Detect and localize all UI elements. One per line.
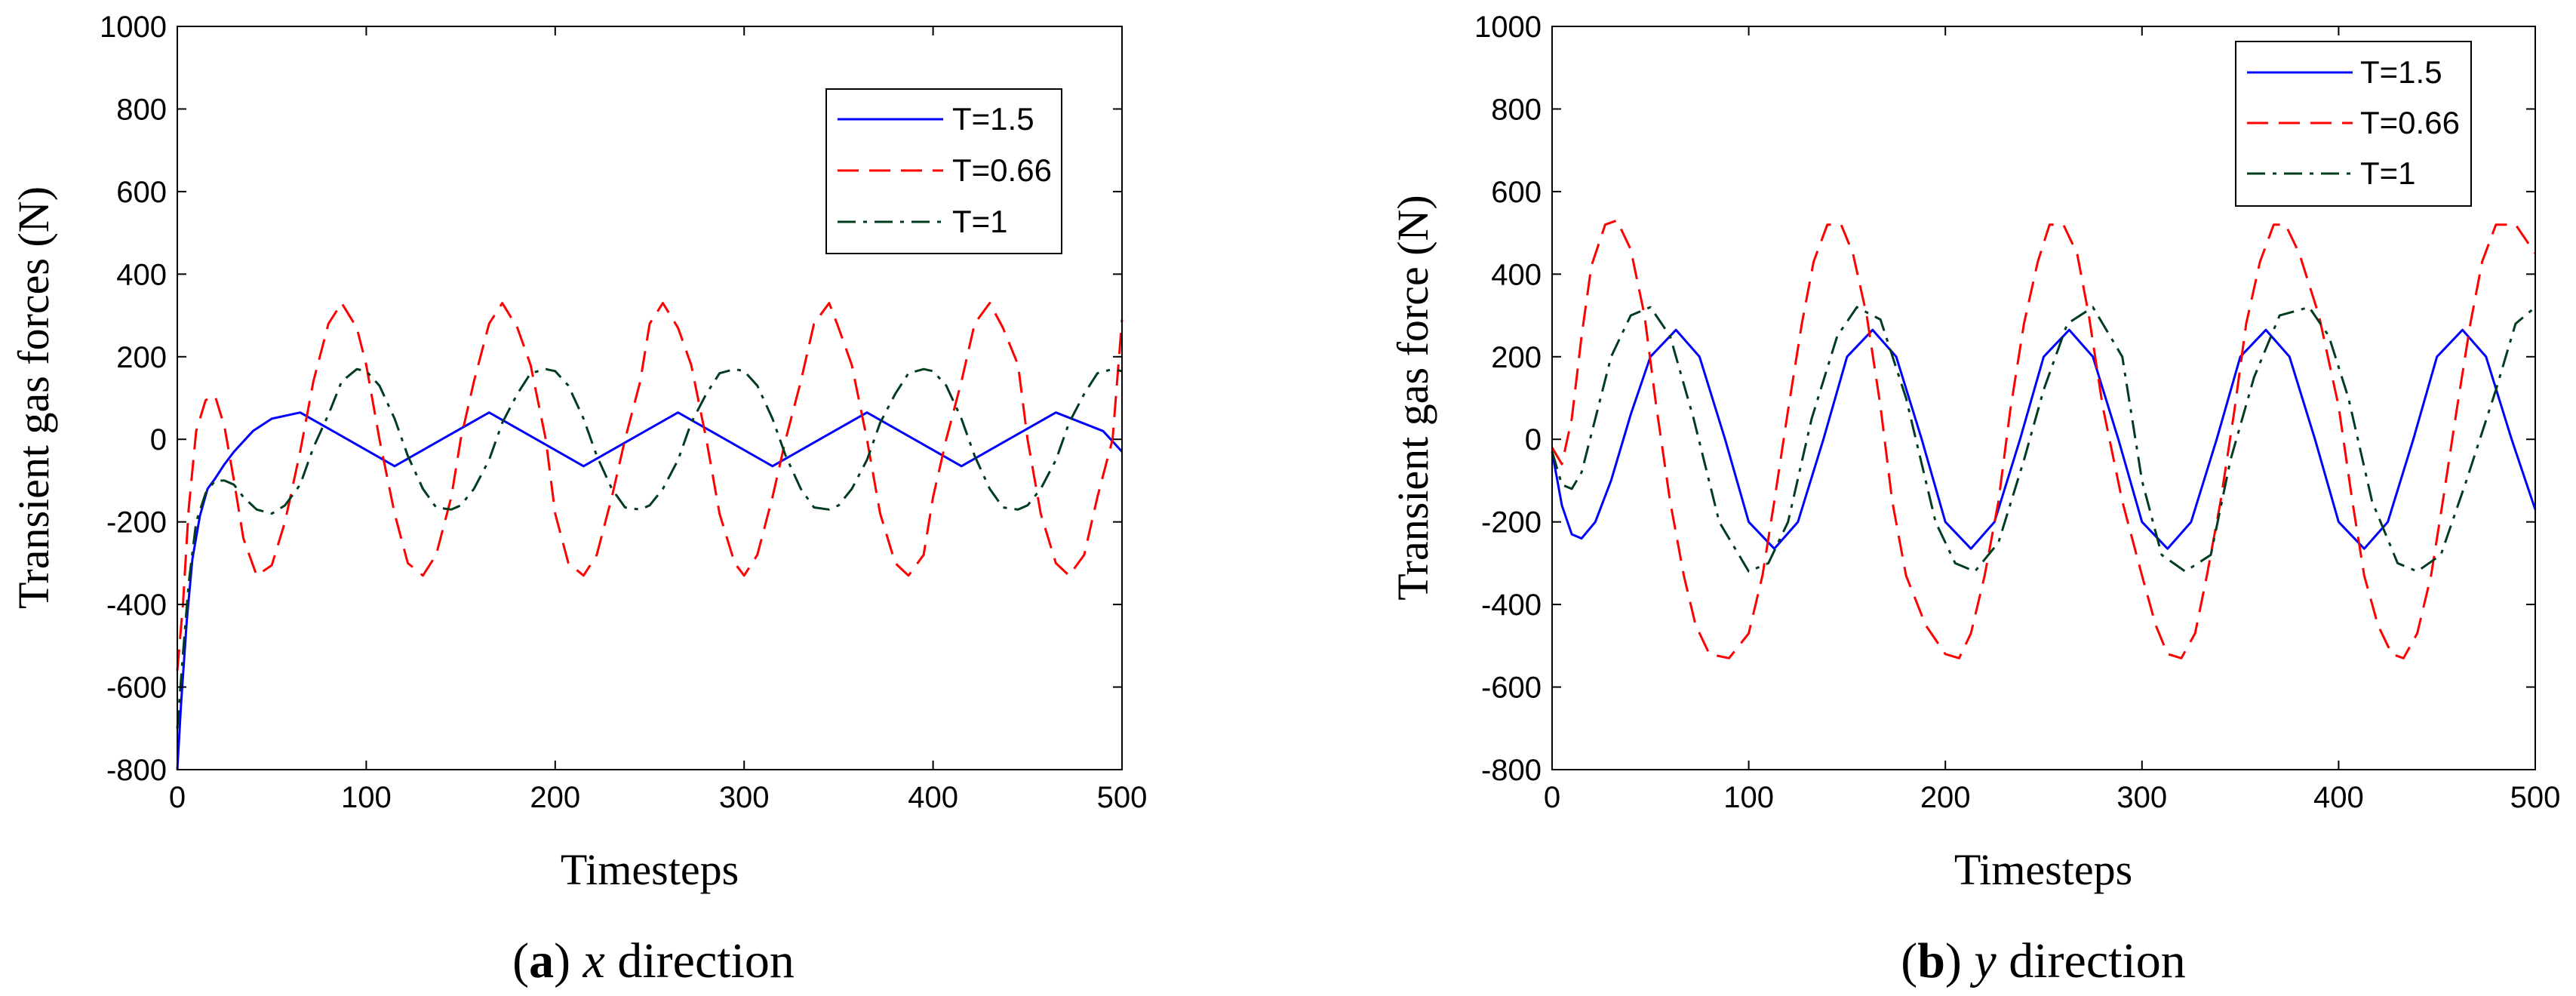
panel-b-x-tick-label: 500 [2510, 781, 2561, 814]
figure: 0 100 200 300 400 500 -800 -600 -400 -200 0 200 400 6… [0, 0, 2576, 996]
panel-a-x-tick-label: 200 [530, 781, 580, 814]
panel-b-y-tick-label: -200 [1481, 506, 1542, 540]
panel-a-y-tick-label: -600 [106, 672, 167, 705]
panel-a-y-tick-label: 800 [116, 93, 167, 126]
panel-a-x-tick-label: 100 [341, 781, 392, 814]
panel-a-y-tick-label: -200 [106, 506, 167, 540]
panel-b-y-tick-label: 400 [1491, 258, 1542, 291]
panel-a-y-tick-label: 600 [116, 176, 167, 209]
panel-a-y-axis-label: Transient gas forces (N) [9, 186, 58, 609]
panel-b-y-tick-label: 200 [1491, 341, 1542, 374]
panel-b-x-tick-label: 400 [2313, 781, 2364, 814]
panel-a-legend-label-t15: T=1.5 [952, 101, 1034, 137]
panel-a-y-tick-label: 400 [116, 258, 167, 291]
panel-a-y-tick-label: 1000 [100, 11, 167, 44]
panel-b-y-tick-label: 1000 [1474, 11, 1542, 44]
panel-b-x-tick-label: 300 [2116, 781, 2167, 814]
panel-b-legend-label-t15: T=1.5 [2360, 54, 2442, 90]
panel-b-x-tick-label: 100 [1723, 781, 1774, 814]
panel-a-y-tick-label: 0 [150, 423, 167, 456]
panel-a-x-tick-label: 400 [908, 781, 958, 814]
panel-b-caption: (b) y direction [1901, 933, 2186, 988]
panel-a-x-axis-label: Timesteps [561, 845, 739, 894]
panel-a-legend: T=1.5 T=0.66 T=1 [826, 89, 1062, 254]
panel-a-caption: (a) x direction [512, 933, 795, 988]
panel-a-y-tick-label: 200 [116, 341, 167, 374]
panel-b-x-tick-label: 200 [1920, 781, 1971, 814]
panel-b-legend-label-t1: T=1 [2360, 155, 2416, 191]
panel-a-legend-label-t066: T=0.66 [952, 152, 1052, 188]
panel-b-y-axis-label: Transient gas force (N) [1388, 195, 1437, 600]
panel-b-y-tick-label: -400 [1481, 589, 1542, 622]
panel-a-y-tick-label: -400 [106, 589, 167, 622]
panel-a-x-tick-label: 0 [169, 781, 186, 814]
panel-b-y-tick-label: -600 [1481, 672, 1542, 705]
panel-b-legend: T=1.5 T=0.66 T=1 [2236, 42, 2471, 206]
panel-b-y-tick-label: -800 [1481, 754, 1542, 787]
panel-b-legend-label-t066: T=0.66 [2360, 105, 2460, 140]
panel-a-y-tick-label: -800 [106, 754, 167, 787]
panel-a-x-tick-label: 500 [1097, 781, 1148, 814]
panel-b-x-axis-label: Timesteps [1954, 845, 2132, 894]
panel-a-legend-label-t1: T=1 [952, 204, 1008, 239]
panel-a-x-tick-label: 300 [719, 781, 770, 814]
panel-b-y-tick-label: 600 [1491, 176, 1542, 209]
panel-b-y-tick-label: 800 [1491, 93, 1542, 126]
panel-b-x-tick-label: 0 [1544, 781, 1560, 814]
panel-b-y-tick-label: 0 [1525, 423, 1542, 456]
